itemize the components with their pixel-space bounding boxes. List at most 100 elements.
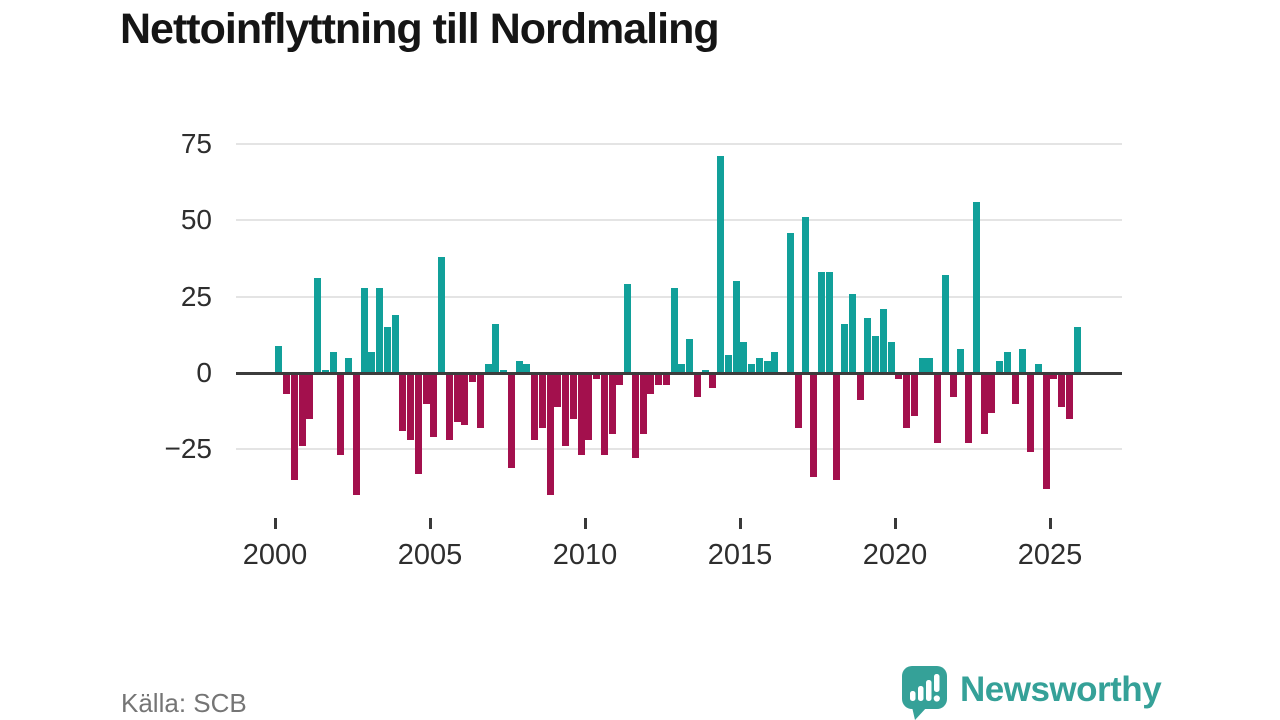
bar-2014-Q2	[717, 156, 725, 373]
bar-2007-Q1	[492, 324, 500, 373]
bar-2023-Q1	[988, 373, 996, 413]
bar-2009-Q2	[562, 373, 570, 447]
newsworthy-logo: Newsworthy	[901, 665, 1271, 720]
bar-2020-Q4	[918, 357, 926, 373]
bar-2009-Q1	[554, 373, 562, 407]
bar-2014-Q3	[724, 354, 732, 373]
bar-2005-Q1	[430, 373, 438, 438]
bar-2003-Q2	[376, 287, 384, 373]
y-axis-label: 25	[180, 280, 212, 312]
bar-2020-Q2	[903, 373, 911, 428]
bar-2004-Q4	[422, 373, 430, 404]
bar-2004-Q1	[399, 373, 407, 431]
bar-2000-Q2	[283, 373, 291, 395]
bar-2021-Q2	[934, 373, 942, 444]
zero-baseline	[236, 371, 1122, 375]
bar-2010-Q4	[608, 373, 616, 435]
bar-2015-Q1	[740, 342, 748, 373]
bar-2005-Q3	[445, 373, 453, 441]
y-axis-label: −25	[164, 433, 213, 465]
bar-2017-Q2	[810, 373, 818, 477]
bar-2021-Q1	[926, 357, 934, 373]
bar-2025-Q2	[1058, 373, 1066, 407]
bar-2014-Q1	[709, 373, 717, 389]
bar-2006-Q1	[461, 373, 469, 425]
bar-2003-Q4	[391, 314, 399, 373]
gridline	[236, 295, 1122, 298]
bar-2015-Q4	[763, 360, 771, 373]
bar-2012-Q4	[670, 287, 678, 373]
x-axis-tick	[1048, 518, 1052, 529]
bar-2008-Q3	[538, 373, 546, 428]
bar-2018-Q2	[841, 324, 849, 373]
newsworthy-wordmark: Newsworthy	[960, 670, 1162, 709]
bar-2019-Q4	[887, 342, 895, 373]
x-axis-tick	[428, 518, 432, 529]
y-axis-label: 0	[196, 357, 212, 388]
bar-2019-Q1	[864, 318, 872, 373]
bar-2018-Q3	[848, 293, 856, 373]
bar-2000-Q4	[298, 373, 306, 447]
x-axis-label: 2010	[552, 539, 618, 571]
bar-2000-Q3	[290, 373, 298, 480]
x-axis-tick	[738, 518, 742, 529]
bar-2024-Q4	[1042, 373, 1050, 490]
bar-2019-Q3	[879, 308, 887, 373]
bar-2002-Q3	[352, 373, 360, 496]
bar-2006-Q2	[469, 373, 477, 383]
bar-2016-Q1	[771, 351, 779, 373]
x-axis-tick	[583, 518, 587, 529]
bar-2003-Q1	[368, 351, 376, 373]
bar-2008-Q2	[531, 373, 539, 441]
x-axis-label: 2020	[862, 539, 928, 571]
bar-2001-Q3	[321, 369, 329, 373]
bar-2012-Q3	[662, 373, 670, 386]
gridline	[236, 219, 1122, 222]
bar-2022-Q3	[972, 202, 980, 373]
bar-2007-Q4	[515, 360, 523, 373]
bar-2007-Q3	[507, 373, 515, 468]
bar-2002-Q2	[345, 357, 353, 373]
bar-2020-Q1	[895, 373, 903, 380]
bar-2025-Q4	[1073, 327, 1081, 373]
x-axis-label: 2005	[397, 539, 463, 571]
bar-2011-Q3	[631, 373, 639, 459]
bar-2024-Q1	[1019, 348, 1027, 373]
x-axis-tick	[273, 518, 277, 529]
bar-2023-Q2	[996, 360, 1004, 373]
bar-2023-Q4	[1011, 373, 1019, 404]
newsworthy-logo-icon	[901, 665, 949, 720]
source-attribution: Källa: SCB	[121, 688, 247, 718]
bar-2005-Q2	[438, 256, 446, 373]
bar-2017-Q1	[802, 217, 810, 373]
bar-2017-Q4	[825, 272, 833, 373]
bar-2012-Q1	[647, 373, 655, 395]
bar-2013-Q4	[701, 369, 709, 373]
bar-2024-Q2	[1027, 373, 1035, 453]
bar-2011-Q4	[639, 373, 647, 435]
bar-2009-Q3	[569, 373, 577, 419]
bar-2005-Q4	[453, 373, 461, 422]
bar-2010-Q3	[600, 373, 608, 456]
bar-2015-Q3	[755, 357, 763, 373]
bar-2018-Q4	[856, 373, 864, 401]
bar-2004-Q2	[407, 373, 415, 441]
chart-title: Nettoinflyttning till Nordmaling	[120, 5, 720, 53]
bar-2003-Q3	[383, 327, 391, 373]
gridline	[236, 448, 1122, 451]
bar-2016-Q4	[794, 373, 802, 428]
bar-2010-Q2	[593, 373, 601, 380]
bar-2013-Q1	[678, 363, 686, 373]
bar-2020-Q3	[910, 373, 918, 416]
bar-2022-Q4	[980, 373, 988, 435]
bar-2010-Q1	[585, 373, 593, 441]
bar-2013-Q2	[686, 339, 694, 373]
bar-2012-Q2	[655, 373, 663, 386]
bar-2025-Q1	[1050, 373, 1058, 380]
gridline	[236, 143, 1122, 145]
bar-2007-Q2	[500, 369, 508, 373]
bar-2004-Q3	[414, 373, 422, 474]
bar-2002-Q1	[337, 373, 345, 456]
